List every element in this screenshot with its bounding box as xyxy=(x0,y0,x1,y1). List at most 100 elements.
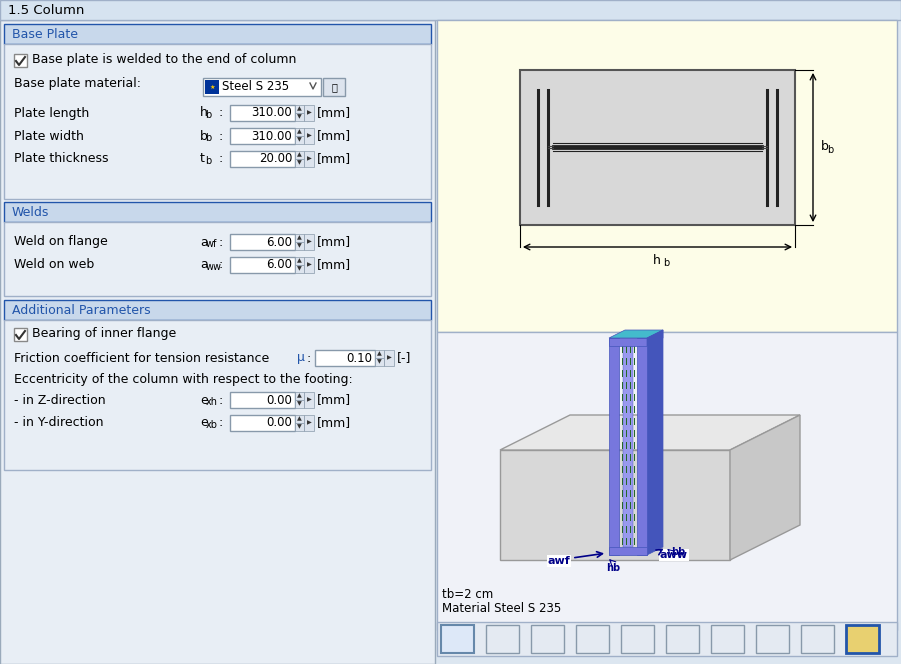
Text: ▶: ▶ xyxy=(306,420,312,426)
Text: - in Y-direction: - in Y-direction xyxy=(14,416,104,430)
Bar xyxy=(304,392,314,408)
Bar xyxy=(323,78,345,96)
Bar xyxy=(14,54,27,67)
Bar xyxy=(295,113,304,121)
Text: xh: xh xyxy=(205,397,217,407)
Bar xyxy=(801,625,834,653)
Bar xyxy=(576,625,609,653)
Bar xyxy=(4,24,431,44)
Text: xb: xb xyxy=(205,420,217,430)
Text: Steel S 235: Steel S 235 xyxy=(222,80,289,94)
Text: b: b xyxy=(205,110,212,120)
Text: Base plate material:: Base plate material: xyxy=(14,78,141,90)
Text: [mm]: [mm] xyxy=(317,129,351,143)
Text: [mm]: [mm] xyxy=(317,258,351,272)
Text: [-]: [-] xyxy=(397,351,412,365)
Polygon shape xyxy=(500,415,800,450)
Bar xyxy=(295,136,304,144)
Text: Plate thickness: Plate thickness xyxy=(14,153,108,165)
Text: ▲: ▲ xyxy=(378,351,382,357)
Bar xyxy=(437,332,897,630)
Text: :: : xyxy=(218,394,223,406)
Bar xyxy=(846,625,879,653)
Text: [mm]: [mm] xyxy=(317,106,351,120)
Bar xyxy=(203,78,321,96)
Polygon shape xyxy=(609,338,619,555)
Text: :: : xyxy=(218,106,223,120)
Bar xyxy=(295,423,304,431)
Text: e: e xyxy=(200,416,208,430)
Bar xyxy=(4,44,431,199)
Bar xyxy=(531,625,564,653)
Bar xyxy=(230,105,295,121)
Text: bb: bb xyxy=(671,547,686,557)
Bar xyxy=(315,350,375,366)
Text: 20.00: 20.00 xyxy=(259,153,292,165)
Text: ★: ★ xyxy=(209,84,214,90)
Bar xyxy=(205,80,219,94)
Bar xyxy=(230,151,295,167)
Text: :: : xyxy=(218,416,223,430)
Bar xyxy=(230,234,295,250)
Bar xyxy=(14,328,27,341)
Text: b: b xyxy=(205,156,212,166)
Text: e: e xyxy=(200,394,208,406)
Bar xyxy=(295,415,304,423)
Bar xyxy=(666,625,699,653)
Bar xyxy=(295,105,304,113)
Bar xyxy=(295,151,304,159)
Text: b: b xyxy=(827,145,833,155)
Text: b: b xyxy=(663,258,669,268)
Text: ▼: ▼ xyxy=(297,266,302,272)
Text: ▼: ▼ xyxy=(297,137,302,143)
Text: - in Z-direction: - in Z-direction xyxy=(14,394,105,406)
Bar xyxy=(295,400,304,408)
Bar xyxy=(295,392,304,400)
Text: [mm]: [mm] xyxy=(317,236,351,248)
Text: 6.00: 6.00 xyxy=(266,236,292,248)
Text: h: h xyxy=(200,106,208,120)
Bar xyxy=(230,257,295,273)
Bar xyxy=(304,415,314,431)
Text: Eccentricity of the column with respect to the footing:: Eccentricity of the column with respect … xyxy=(14,373,353,386)
Text: Plate width: Plate width xyxy=(14,129,84,143)
Text: awf: awf xyxy=(547,556,570,566)
Bar xyxy=(230,128,295,144)
Text: ▲: ▲ xyxy=(297,236,302,240)
Bar xyxy=(295,257,304,265)
Text: wf: wf xyxy=(205,239,217,249)
Text: 0.10: 0.10 xyxy=(346,351,372,365)
Text: Base plate is welded to the end of column: Base plate is welded to the end of colum… xyxy=(32,54,296,66)
Bar xyxy=(441,625,474,653)
Text: 0.00: 0.00 xyxy=(266,416,292,430)
Text: Welds: Welds xyxy=(12,205,50,218)
Text: :: : xyxy=(218,258,223,272)
Bar xyxy=(4,222,431,296)
Bar xyxy=(621,625,654,653)
Bar xyxy=(437,622,897,656)
Text: 6.00: 6.00 xyxy=(266,258,292,272)
Text: [mm]: [mm] xyxy=(317,394,351,406)
Bar xyxy=(295,242,304,250)
Bar xyxy=(295,128,304,136)
Polygon shape xyxy=(730,415,800,560)
Polygon shape xyxy=(647,330,663,555)
Bar xyxy=(230,415,295,431)
Bar xyxy=(486,625,519,653)
Polygon shape xyxy=(609,330,663,338)
Bar xyxy=(304,105,314,121)
Bar xyxy=(384,350,394,366)
Text: tb=2 cm: tb=2 cm xyxy=(442,588,493,602)
Bar xyxy=(295,265,304,273)
Text: :: : xyxy=(218,153,223,165)
Text: Material Steel S 235: Material Steel S 235 xyxy=(442,602,561,614)
Bar xyxy=(0,20,435,664)
Bar xyxy=(4,300,431,320)
Polygon shape xyxy=(609,547,647,555)
Text: ▼: ▼ xyxy=(297,402,302,406)
Text: ▲: ▲ xyxy=(297,106,302,112)
Text: ▶: ▶ xyxy=(306,398,312,402)
Text: ▼: ▼ xyxy=(297,424,302,430)
Text: Weld on web: Weld on web xyxy=(14,258,95,272)
Bar xyxy=(304,151,314,167)
